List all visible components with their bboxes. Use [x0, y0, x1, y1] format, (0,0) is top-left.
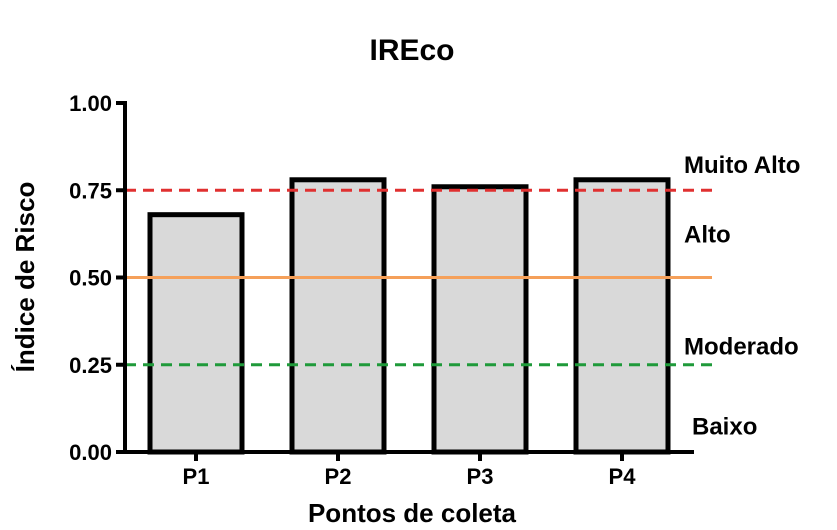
bar-p1 — [147, 212, 245, 455]
zone-label-3: Baixo — [692, 414, 757, 441]
zone-label-0: Muito Alto — [684, 152, 800, 179]
zone-label-2: Moderado — [684, 333, 799, 360]
x-tick-label: P4 — [609, 464, 637, 489]
chart-title: IREco — [369, 34, 454, 67]
bar-p2 — [289, 177, 387, 455]
y-tick-label: 1.00 — [69, 91, 112, 116]
x-tick-label: P1 — [183, 464, 210, 489]
x-axis-label: Pontos de coleta — [308, 498, 517, 528]
y-tick-label: 0.25 — [69, 353, 112, 378]
y-tick-label: 0.50 — [69, 266, 112, 291]
x-tick-label: P2 — [325, 464, 352, 489]
bar-p3 — [431, 184, 529, 455]
x-tick-label: P3 — [467, 464, 494, 489]
bar-p4 — [573, 177, 671, 455]
zone-label-1: Alto — [684, 222, 731, 249]
y-axis-label: Índice de Risco — [10, 182, 40, 373]
y-tick-label: 0.00 — [69, 440, 112, 465]
y-tick-label: 0.75 — [69, 178, 112, 203]
plot-area: 0.00 0.25 0.50 0.75 1.00 P1 P2 P3 P4 Muito Alto Al… — [69, 91, 800, 489]
